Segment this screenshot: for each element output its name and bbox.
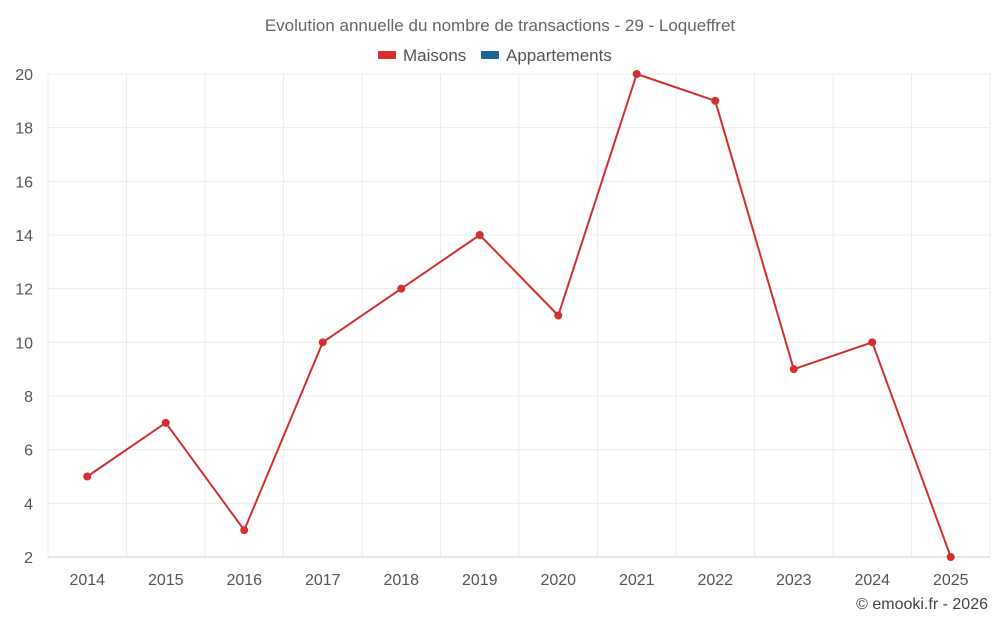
y-axis: 2 4 6 8 10 12 14 16 18 20 — [15, 67, 33, 567]
x-tick-label: 2020 — [540, 572, 576, 589]
data-point[interactable] — [946, 553, 955, 561]
x-tick-label: 2014 — [69, 572, 105, 589]
y-tick-label: 14 — [15, 228, 33, 245]
x-tick-label: 2017 — [305, 572, 341, 589]
x-tick-label: 2021 — [619, 572, 655, 589]
legend: Maisons Appartements — [378, 46, 612, 65]
x-tick-label: 2023 — [776, 572, 812, 589]
x-tick-label: 2025 — [933, 572, 969, 589]
data-point[interactable] — [475, 231, 484, 239]
y-tick-label: 20 — [15, 67, 33, 84]
legend-item-appartements[interactable]: Appartements — [481, 46, 612, 65]
credit-text: © emooki.fr - 2026 — [856, 596, 988, 613]
chart-title: Evolution annuelle du nombre de transact… — [265, 16, 736, 35]
data-point[interactable] — [711, 96, 720, 105]
data-point[interactable] — [868, 338, 877, 347]
legend-item-maisons[interactable]: Maisons — [378, 46, 466, 65]
data-point[interactable] — [161, 418, 170, 427]
y-tick-label: 4 — [24, 496, 33, 513]
y-tick-label: 16 — [15, 174, 33, 191]
y-tick-label: 8 — [24, 389, 33, 406]
x-tick-label: 2022 — [697, 572, 733, 589]
legend-swatch-maisons — [378, 51, 396, 59]
y-tick-label: 10 — [15, 335, 33, 352]
x-tick-label: 2019 — [462, 572, 498, 589]
x-tick-label: 2016 — [226, 572, 262, 589]
data-point[interactable] — [318, 338, 327, 347]
data-point[interactable] — [554, 311, 563, 320]
data-point[interactable] — [789, 365, 798, 374]
y-tick-label: 18 — [15, 121, 33, 138]
data-point[interactable] — [83, 472, 92, 481]
legend-label-appartements: Appartements — [506, 46, 612, 65]
y-tick-label: 12 — [15, 282, 33, 299]
y-tick-label: 6 — [24, 443, 33, 460]
data-point[interactable] — [632, 70, 641, 78]
x-tick-label: 2015 — [148, 572, 184, 589]
series-maisons — [83, 70, 955, 561]
legend-label-maisons: Maisons — [403, 46, 466, 65]
y-tick-label: 2 — [24, 550, 33, 567]
x-tick-label: 2024 — [854, 572, 890, 589]
series-line — [86, 73, 952, 558]
data-point[interactable] — [397, 284, 406, 293]
x-axis: 2014 2015 2016 2017 2018 2019 2020 2021 2022 2023… — [48, 556, 990, 589]
x-tick-label: 2018 — [383, 572, 419, 589]
gridlines — [47, 73, 991, 558]
legend-swatch-appartements — [481, 51, 499, 59]
data-point[interactable] — [240, 526, 249, 535]
